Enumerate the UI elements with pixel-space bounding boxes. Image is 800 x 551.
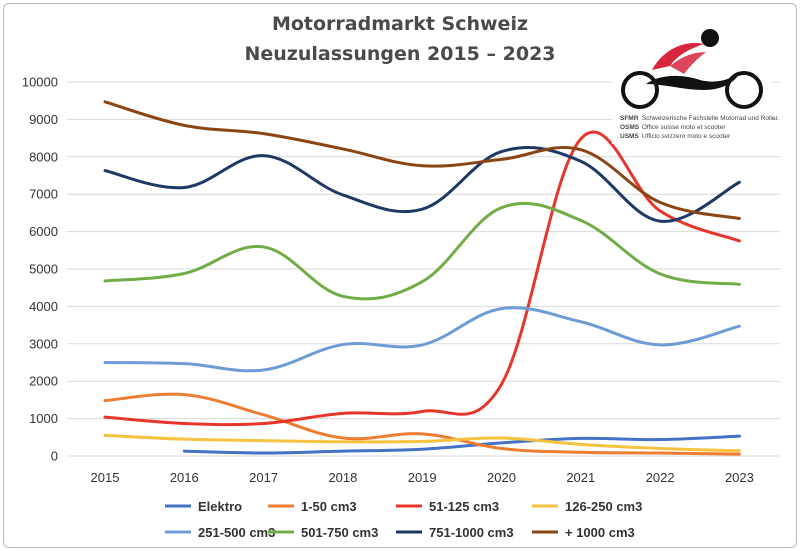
legend-label: 1-50 cm3 <box>301 499 357 514</box>
chart-title-line-1: Motorradmarkt Schweiz <box>272 13 528 35</box>
y-tick-label: 10000 <box>22 75 58 90</box>
x-tick-label: 2016 <box>170 470 199 485</box>
x-tick-label: 2018 <box>328 470 357 485</box>
y-tick-label: 5000 <box>29 262 58 277</box>
series-line <box>182 434 741 455</box>
y-tick-label: 3000 <box>29 336 58 351</box>
legend: Elektro 1-50 cm3 51-125 cm3 126-250 cm3 251-… <box>165 499 642 540</box>
x-tick-label: 2021 <box>566 470 595 485</box>
series-line <box>103 145 741 223</box>
y-tick-label: 2000 <box>29 374 58 389</box>
legend-label: Elektro <box>198 499 242 514</box>
x-tick-label: 2015 <box>91 470 120 485</box>
sfmr-logo: SFMR Schweizerische Fachstelle Motorrad … <box>612 18 778 144</box>
series-line <box>103 100 741 221</box>
legend-label: 251-500 cm3 <box>198 525 275 540</box>
chart-title-line-2: Neuzulassungen 2015 – 2023 <box>244 43 555 65</box>
x-tick-label: 2020 <box>487 470 516 485</box>
y-tick-label: 9000 <box>29 112 58 127</box>
logo-line-osms: OSMS Office suisse moto et scooter <box>620 124 726 131</box>
x-tick-label: 2022 <box>646 470 675 485</box>
legend-label: + 1000 cm3 <box>565 525 635 540</box>
x-tick-label: 2019 <box>408 470 437 485</box>
y-tick-label: 8000 <box>29 149 58 164</box>
logo-line-usms: USMS Ufficio svizzero moto e scooter <box>620 133 731 140</box>
y-tick-label: 4000 <box>29 299 58 314</box>
legend-label: 126-250 cm3 <box>565 499 642 514</box>
series-line <box>103 306 741 373</box>
series-line <box>103 433 741 453</box>
legend-label: 51-125 cm3 <box>429 499 499 514</box>
series-line <box>103 130 741 427</box>
motorcycle-logo-icon <box>621 29 763 109</box>
y-tick-label: 1000 <box>29 411 58 426</box>
series-lines <box>103 100 741 456</box>
series-line <box>103 201 741 301</box>
y-tick-labels: 0 1000 2000 3000 4000 5000 6000 7000 8000 9000 100… <box>22 75 58 464</box>
series-line <box>103 392 741 456</box>
logo-line-sfmr: SFMR Schweizerische Fachstelle Motorrad … <box>620 115 778 122</box>
legend-label: 501-750 cm3 <box>301 525 378 540</box>
legend-label: 751-1000 cm3 <box>429 525 514 540</box>
x-tick-label: 2017 <box>249 470 278 485</box>
y-tick-label: 0 <box>51 449 58 464</box>
y-tick-label: 7000 <box>29 187 58 202</box>
y-tick-label: 6000 <box>29 224 58 239</box>
x-tick-labels: 2015 2016 2017 2018 2019 2020 2021 2022 2023 <box>91 470 754 485</box>
x-tick-label: 2023 <box>725 470 754 485</box>
